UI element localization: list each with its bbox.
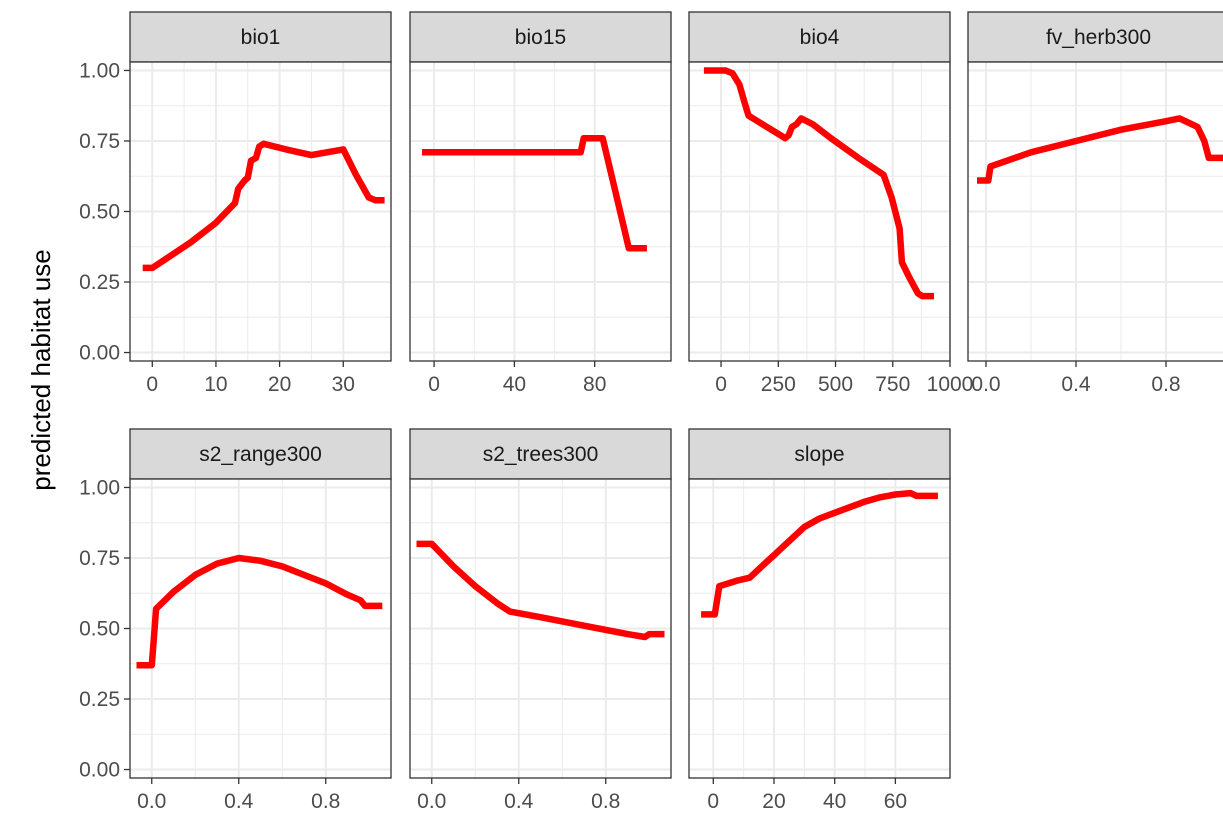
x-tick-label: 500 <box>818 373 853 396</box>
y-tick-label: 0.75 <box>79 130 120 153</box>
panel-bio15: bio15 0 40 80 <box>409 11 672 396</box>
strip-label-slope: slope <box>794 443 844 466</box>
x-tick-label: 0.4 <box>504 790 534 813</box>
x-tick-label: 0 <box>707 790 719 813</box>
y-tick-label: 0.75 <box>79 547 120 570</box>
strip-label-fv_herb300: fv_herb300 <box>1046 26 1151 49</box>
x-tick-label: 60 <box>884 790 907 813</box>
panel-border <box>967 61 1223 362</box>
x-tick-label: 0.8 <box>591 790 620 813</box>
x-tick-label: 0.4 <box>1061 373 1091 396</box>
x-tick-label: 30 <box>332 373 355 396</box>
series-line-bio15 <box>422 134 647 252</box>
y-tick-label: 0.50 <box>79 201 120 224</box>
y-tick-label: 0.25 <box>79 688 120 711</box>
panel-s2_range300: s2_range300 0.0 0.4 0.8 0.00 0.25 0.50 0.75 1.00 <box>79 428 392 813</box>
y-tick-label: 1.00 <box>79 476 120 499</box>
series-line-fv_herb300 <box>977 115 1223 184</box>
x-tick-label: 0.0 <box>971 373 1000 396</box>
panel-bio4: bio4 0 250 500 750 1000 <box>688 11 974 396</box>
panel-bio1: bio1 0 10 20 30 0.00 0.25 0.50 0.75 1.00 <box>79 11 392 396</box>
series-line-s2_range300 <box>136 554 383 669</box>
x-tick-label: 0 <box>428 373 440 396</box>
strip-bio4 <box>688 11 951 63</box>
strip-fv_herb300 <box>967 11 1223 63</box>
x-tick-label: 40 <box>503 373 526 396</box>
y-tick-label: 0.00 <box>79 759 120 782</box>
strip-label-bio4: bio4 <box>800 26 840 49</box>
strip-label-s2_trees300: s2_trees300 <box>483 443 599 466</box>
panel-border <box>409 478 672 779</box>
strip-bio1 <box>129 11 392 63</box>
x-tick-label: 0.0 <box>417 790 446 813</box>
strip-s2_trees300 <box>409 428 672 480</box>
x-tick-label: 0.4 <box>224 790 254 813</box>
strip-label-s2_range300: s2_range300 <box>199 443 322 466</box>
x-tick-label: 0.0 <box>137 790 166 813</box>
strip-s2_range300 <box>129 428 392 480</box>
x-tick-label: 1000 <box>927 373 974 396</box>
x-tick-label: 20 <box>268 373 291 396</box>
strip-label-bio1: bio1 <box>241 26 281 49</box>
y-tick-label: 1.00 <box>79 59 120 82</box>
x-tick-label: 10 <box>204 373 227 396</box>
x-tick-label: 40 <box>823 790 846 813</box>
series-line-slope <box>701 489 938 618</box>
series-line-bio4 <box>703 67 934 300</box>
x-tick-label: 80 <box>583 373 606 396</box>
y-axis-label: predicted habitat use <box>26 249 56 490</box>
x-tick-label: 750 <box>875 373 910 396</box>
y-tick-label: 0.25 <box>79 271 120 294</box>
x-tick-label: 0.8 <box>311 790 340 813</box>
panel-border <box>688 61 951 362</box>
panel-slope: slope 0 20 40 60 <box>688 428 951 813</box>
panel-fv_herb300: fv_herb300 0.0 0.4 0.8 <box>967 11 1223 396</box>
x-tick-label: 0 <box>715 373 727 396</box>
panel-border <box>409 61 672 362</box>
strip-slope <box>688 428 951 480</box>
strip-label-bio15: bio15 <box>515 26 566 49</box>
x-tick-label: 0.8 <box>1151 373 1180 396</box>
x-tick-label: 0 <box>146 373 158 396</box>
x-tick-label: 250 <box>761 373 796 396</box>
panel-s2_trees300: s2_trees300 0.0 0.4 0.8 <box>409 428 672 813</box>
series-line-bio1 <box>142 140 385 272</box>
y-tick-label: 0.00 <box>79 342 120 365</box>
series-line-s2_trees300 <box>416 540 665 641</box>
y-tick-label: 0.50 <box>79 618 120 641</box>
x-tick-label: 20 <box>762 790 785 813</box>
panel-border <box>688 478 951 779</box>
